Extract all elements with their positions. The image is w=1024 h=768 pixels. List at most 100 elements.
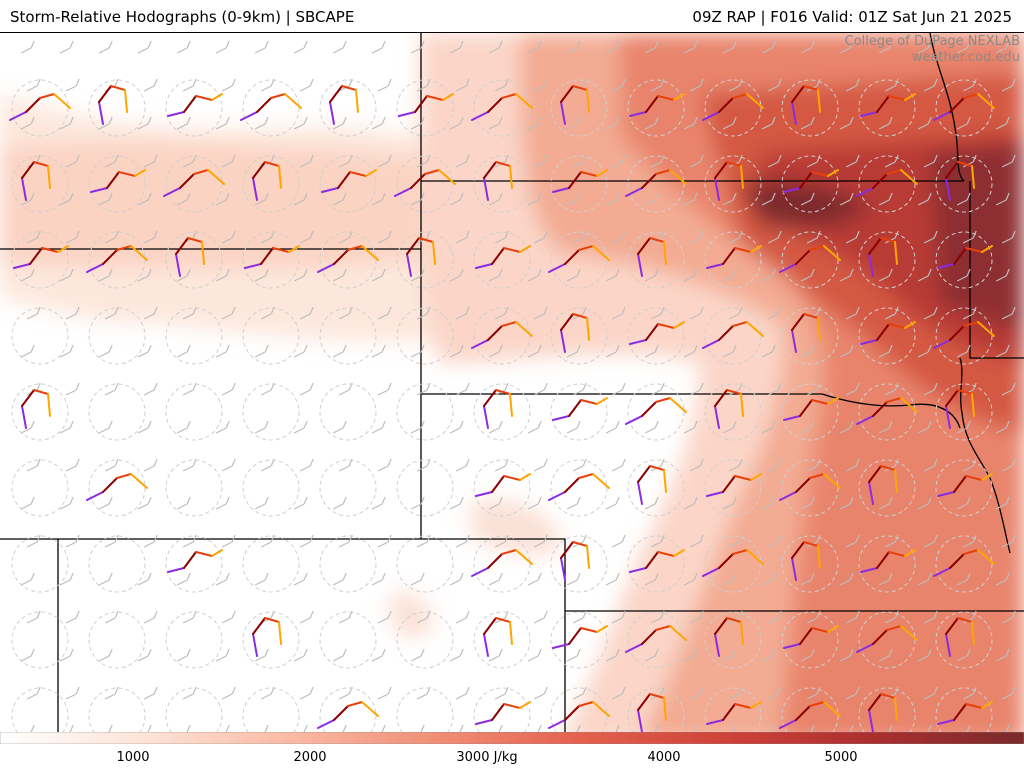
wind-barb: [137, 40, 152, 54]
wind-barb: [332, 648, 347, 662]
wind-barb: [527, 648, 542, 662]
hodograph-ring: [627, 383, 685, 441]
wind-barb: [143, 534, 158, 548]
wind-barb: [605, 420, 620, 434]
wind-barb: [98, 496, 113, 510]
hodograph-trace: [483, 161, 513, 201]
wind-barb: [995, 40, 1010, 54]
wind-barb: [527, 40, 542, 54]
wind-barb: [644, 496, 659, 510]
wind-barb: [299, 686, 314, 700]
credit-url: weather.cod.edu: [911, 50, 1020, 65]
wind-barb: [59, 40, 74, 54]
wind-barb: [65, 610, 80, 624]
wind-barb: [293, 572, 308, 586]
wind-barb: [683, 268, 698, 282]
wind-barb: [728, 686, 743, 700]
wind-barb: [884, 534, 899, 548]
hodograph-trace: [167, 93, 223, 117]
wind-barb: [293, 648, 308, 662]
wind-barb: [800, 496, 815, 510]
wind-barb: [728, 306, 743, 320]
wind-barb: [956, 116, 971, 130]
hodograph-trace: [933, 93, 995, 121]
hodograph-ring: [473, 307, 531, 365]
wind-barb: [917, 496, 932, 510]
wind-barb: [98, 268, 113, 282]
wind-barb: [494, 458, 509, 472]
colorbar-tick-4000: 4000: [647, 750, 681, 765]
wind-barb: [377, 458, 392, 472]
wind-barb: [488, 344, 503, 358]
wind-barb: [299, 230, 314, 244]
hodograph-trace: [706, 473, 762, 497]
hodograph-ring: [704, 307, 762, 365]
wind-barb: [722, 648, 737, 662]
wind-barb: [65, 686, 80, 700]
wind-barb: [254, 420, 269, 434]
wind-barb: [839, 40, 854, 54]
wind-barb: [65, 154, 80, 168]
wind-barb: [176, 496, 191, 510]
hodograph-trace: [406, 237, 436, 277]
wind-barb: [566, 192, 581, 206]
hodograph-trace: [945, 617, 975, 657]
wind-barb: [221, 382, 236, 396]
hodograph-ring: [704, 611, 762, 669]
wind-barb: [683, 192, 698, 206]
hodograph-ring: [396, 155, 454, 213]
wind-barb: [878, 572, 893, 586]
hodograph-ring: [704, 383, 762, 441]
wind-barb: [644, 572, 659, 586]
wind-barb: [254, 496, 269, 510]
wind-barb: [143, 78, 158, 92]
wind-barb: [572, 458, 587, 472]
wind-barb: [59, 116, 74, 130]
wind-barb: [806, 382, 821, 396]
wind-barb: [527, 116, 542, 130]
wind-barb: [221, 610, 236, 624]
wind-barb: [923, 382, 938, 396]
hodograph-ring: [627, 307, 685, 365]
hodograph-ring: [550, 535, 608, 593]
wind-barb: [371, 40, 386, 54]
wind-barb: [761, 116, 776, 130]
hodograph-trace: [860, 321, 916, 345]
hodograph-ring: [88, 79, 146, 137]
hodograph-ring: [242, 231, 300, 289]
wind-barb: [410, 268, 425, 282]
wind-barb: [644, 648, 659, 662]
wind-barb: [923, 458, 938, 472]
hodograph-trace: [329, 85, 359, 125]
wind-barb: [65, 78, 80, 92]
hodograph-trace: [933, 549, 995, 577]
wind-barb: [1001, 230, 1016, 244]
wind-barb: [533, 78, 548, 92]
wind-barb: [260, 78, 275, 92]
wind-barb: [683, 420, 698, 434]
wind-barb: [176, 648, 191, 662]
wind-barb: [371, 116, 386, 130]
hodograph-trace: [398, 93, 454, 117]
wind-barb: [20, 40, 35, 54]
hodograph-ring: [242, 383, 300, 441]
wind-barb: [494, 610, 509, 624]
wind-barb: [137, 116, 152, 130]
hodograph-trace: [779, 473, 841, 501]
wind-barb: [377, 610, 392, 624]
wind-barb: [293, 420, 308, 434]
hodograph-ring: [935, 459, 993, 517]
wind-barb: [1001, 686, 1016, 700]
wind-barb: [527, 496, 542, 510]
hodograph-trace: [21, 161, 51, 201]
wind-barb: [533, 534, 548, 548]
wind-barb: [215, 40, 230, 54]
wind-barb: [917, 572, 932, 586]
hodograph-ring: [781, 383, 839, 441]
hodograph-ring: [88, 383, 146, 441]
hodograph-ring: [781, 459, 839, 517]
wind-barb: [65, 534, 80, 548]
wind-barb: [449, 572, 464, 586]
model-run-info: 09Z RAP | F016 Valid: 01Z Sat Jun 21 202…: [692, 8, 1012, 26]
wind-barb: [644, 344, 659, 358]
